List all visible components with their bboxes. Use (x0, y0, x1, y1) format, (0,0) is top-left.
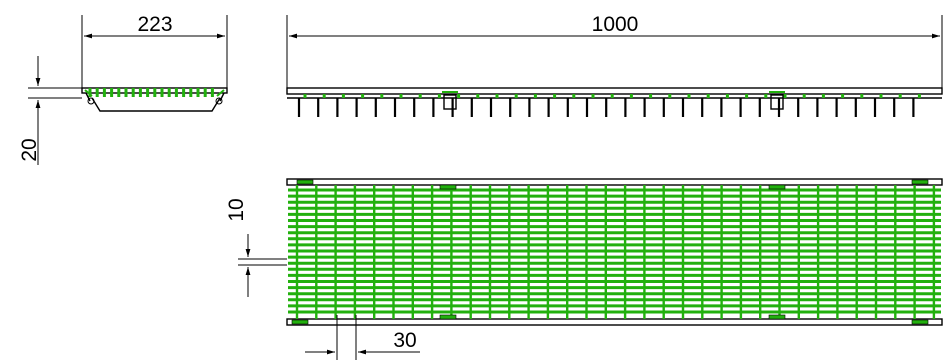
dim-pitch-label: 30 (393, 329, 416, 352)
rail-clip (911, 179, 929, 185)
dim-height-label: 20 (18, 138, 41, 161)
dim-width-label: 223 (137, 13, 172, 36)
rail-clip (296, 179, 314, 185)
end-view: 223 20 (18, 13, 228, 165)
dim-spacing-label: 10 (225, 198, 248, 221)
side-view-bars (297, 94, 921, 117)
rail-clip (439, 314, 457, 320)
rail-clip (439, 184, 457, 190)
rail-clip (768, 184, 786, 190)
rail-clip (911, 319, 929, 325)
rail-clips (291, 179, 929, 325)
rail-clip (291, 319, 309, 325)
side-view: 1000 (286, 13, 943, 117)
rail-clip (768, 314, 786, 320)
plan-view: 10 30 (225, 178, 943, 360)
dim-length-label: 1000 (592, 13, 639, 36)
grating-grid (288, 185, 941, 319)
